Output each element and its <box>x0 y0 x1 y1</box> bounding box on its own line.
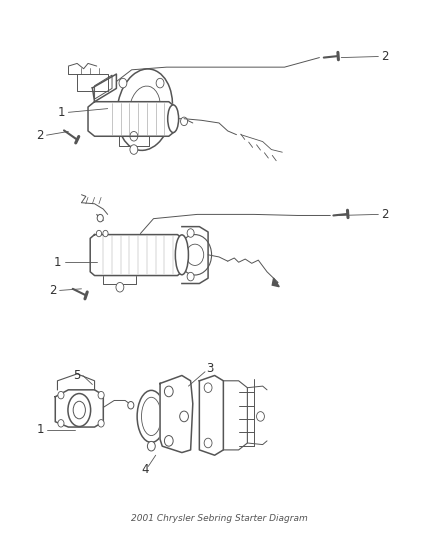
Text: 2: 2 <box>381 50 389 63</box>
Circle shape <box>164 435 173 446</box>
Ellipse shape <box>141 397 161 435</box>
Text: 2: 2 <box>49 284 57 297</box>
Circle shape <box>187 229 194 237</box>
Polygon shape <box>88 102 175 136</box>
Text: 4: 4 <box>141 463 148 476</box>
Text: 2001 Chrysler Sebring Starter Diagram: 2001 Chrysler Sebring Starter Diagram <box>131 514 307 523</box>
Text: 1: 1 <box>36 423 44 436</box>
Text: 2: 2 <box>36 128 44 142</box>
Circle shape <box>204 383 212 392</box>
Text: 1: 1 <box>54 256 61 269</box>
Ellipse shape <box>129 86 160 133</box>
Ellipse shape <box>117 69 173 150</box>
Circle shape <box>130 132 138 141</box>
Polygon shape <box>199 375 223 455</box>
Circle shape <box>180 411 188 422</box>
Circle shape <box>119 78 127 88</box>
Text: 3: 3 <box>207 362 214 375</box>
Circle shape <box>187 272 194 281</box>
Polygon shape <box>160 375 193 453</box>
Circle shape <box>98 419 104 427</box>
Circle shape <box>130 145 138 155</box>
Ellipse shape <box>137 390 166 442</box>
Circle shape <box>148 441 155 451</box>
Circle shape <box>103 230 108 237</box>
Polygon shape <box>57 374 95 390</box>
Circle shape <box>58 419 64 427</box>
Circle shape <box>98 391 104 399</box>
Polygon shape <box>182 227 208 284</box>
Polygon shape <box>92 74 117 102</box>
Ellipse shape <box>68 393 91 426</box>
Ellipse shape <box>73 401 85 419</box>
Circle shape <box>257 411 265 421</box>
Polygon shape <box>272 278 279 287</box>
Ellipse shape <box>175 235 188 274</box>
Text: 1: 1 <box>58 106 66 119</box>
Circle shape <box>204 438 212 448</box>
Circle shape <box>97 214 103 222</box>
Text: 5: 5 <box>74 369 81 382</box>
Circle shape <box>186 244 204 265</box>
Circle shape <box>96 230 102 237</box>
Circle shape <box>58 391 64 399</box>
Circle shape <box>178 235 212 275</box>
Polygon shape <box>90 235 182 276</box>
Polygon shape <box>55 390 103 427</box>
Ellipse shape <box>168 105 179 133</box>
Circle shape <box>164 386 173 397</box>
Circle shape <box>156 78 164 88</box>
Text: 2: 2 <box>381 208 389 221</box>
Circle shape <box>128 401 134 409</box>
Circle shape <box>116 282 124 292</box>
Polygon shape <box>223 381 247 450</box>
Circle shape <box>180 117 187 126</box>
